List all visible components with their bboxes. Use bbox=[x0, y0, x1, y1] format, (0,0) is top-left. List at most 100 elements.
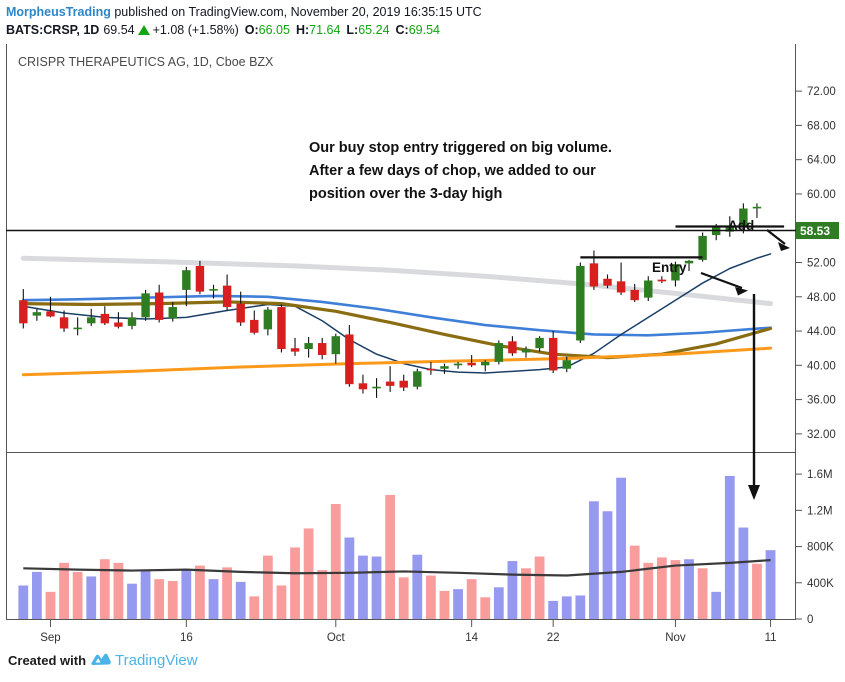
volume-bar[interactable] bbox=[629, 545, 640, 619]
volume-bar[interactable] bbox=[86, 576, 97, 619]
candle-body[interactable] bbox=[168, 307, 177, 319]
candle-body[interactable] bbox=[494, 343, 504, 362]
candle-body[interactable] bbox=[453, 363, 463, 366]
volume-bar[interactable] bbox=[31, 571, 42, 619]
tradingview-chart[interactable]: CRISPR THERAPEUTICS AG, 1D, Cboe BZX 72.… bbox=[6, 44, 839, 648]
candle-body[interactable] bbox=[87, 317, 96, 324]
candle-body[interactable] bbox=[603, 278, 612, 286]
candle-body[interactable] bbox=[263, 309, 273, 330]
candle-body[interactable] bbox=[725, 225, 734, 232]
volume-bar[interactable] bbox=[724, 475, 735, 619]
candle-body[interactable] bbox=[426, 368, 436, 371]
volume-bar[interactable] bbox=[317, 570, 328, 619]
volume-series[interactable] bbox=[18, 475, 776, 620]
volume-bar[interactable] bbox=[425, 575, 436, 619]
tradingview-brand[interactable]: TradingView bbox=[115, 652, 198, 669]
candle-body[interactable] bbox=[671, 264, 680, 281]
candle-body[interactable] bbox=[576, 265, 585, 341]
volume-bar[interactable] bbox=[561, 596, 572, 619]
volume-bar[interactable] bbox=[670, 560, 681, 619]
candle-body[interactable] bbox=[277, 307, 286, 350]
volume-bar[interactable] bbox=[521, 568, 531, 619]
candle-body[interactable] bbox=[114, 322, 123, 327]
candle-body[interactable] bbox=[154, 292, 164, 320]
candle-body[interactable] bbox=[644, 280, 653, 298]
candle-body[interactable] bbox=[317, 343, 327, 356]
candle-body[interactable] bbox=[345, 334, 354, 385]
volume-bar[interactable] bbox=[181, 570, 192, 619]
volume-bar[interactable] bbox=[548, 600, 559, 619]
volume-bar[interactable] bbox=[493, 587, 504, 619]
candle-body[interactable] bbox=[413, 371, 422, 387]
candle-body[interactable] bbox=[630, 289, 639, 301]
volume-bar[interactable] bbox=[276, 585, 287, 619]
candle-body[interactable] bbox=[535, 337, 544, 349]
candle-body[interactable] bbox=[358, 383, 368, 390]
volume-bar[interactable] bbox=[344, 537, 355, 620]
volume-bar[interactable] bbox=[643, 562, 654, 619]
volume-bar[interactable] bbox=[371, 556, 382, 619]
candle-body[interactable] bbox=[752, 206, 762, 209]
candle-body[interactable] bbox=[616, 281, 626, 293]
publisher-name[interactable]: MorpheusTrading bbox=[6, 5, 111, 19]
volume-bar[interactable] bbox=[480, 597, 491, 619]
volume-bar[interactable] bbox=[507, 561, 518, 619]
volume-bar[interactable] bbox=[167, 580, 178, 619]
volume-bar[interactable] bbox=[697, 568, 708, 619]
candle-body[interactable] bbox=[46, 311, 55, 317]
volume-bar[interactable] bbox=[99, 559, 110, 619]
symbol-label[interactable]: BATS:CRSP, 1D bbox=[6, 23, 100, 37]
candle-body[interactable] bbox=[440, 366, 449, 369]
volume-bar[interactable] bbox=[534, 556, 545, 619]
volume-bar[interactable] bbox=[235, 581, 246, 619]
volume-bar[interactable] bbox=[575, 595, 586, 619]
candle-body[interactable] bbox=[385, 381, 395, 386]
volume-bar[interactable] bbox=[330, 503, 341, 619]
candle-body[interactable] bbox=[698, 235, 707, 260]
candle-body[interactable] bbox=[589, 263, 599, 287]
candle-body[interactable] bbox=[657, 279, 667, 282]
volume-bar[interactable] bbox=[616, 477, 626, 619]
candle-body[interactable] bbox=[372, 386, 381, 389]
candle-body[interactable] bbox=[290, 348, 300, 352]
candle-body[interactable] bbox=[399, 380, 408, 388]
volume-bar[interactable] bbox=[140, 571, 151, 619]
volume-bar[interactable] bbox=[262, 555, 273, 619]
candle-body[interactable] bbox=[73, 327, 82, 330]
candlestick-series[interactable] bbox=[19, 203, 762, 398]
candle-body[interactable] bbox=[141, 293, 150, 318]
candle-body[interactable] bbox=[195, 265, 205, 292]
volume-bar[interactable] bbox=[45, 591, 56, 619]
volume-bar[interactable] bbox=[385, 494, 396, 619]
candle-body[interactable] bbox=[250, 319, 259, 333]
chart-container[interactable]: CRISPR THERAPEUTICS AG, 1D, Cboe BZX 72.… bbox=[6, 44, 839, 648]
candle-body[interactable] bbox=[467, 362, 476, 366]
volume-bar[interactable] bbox=[249, 596, 260, 619]
volume-bar[interactable] bbox=[602, 511, 613, 619]
candle-body[interactable] bbox=[562, 360, 571, 369]
volume-bar[interactable] bbox=[113, 562, 124, 619]
volume-bar[interactable] bbox=[684, 559, 694, 619]
volume-bar[interactable] bbox=[208, 579, 219, 619]
candle-body[interactable] bbox=[739, 208, 748, 227]
candle-body[interactable] bbox=[59, 317, 69, 329]
volume-bar[interactable] bbox=[358, 555, 368, 619]
candle-body[interactable] bbox=[548, 337, 558, 371]
volume-bar[interactable] bbox=[59, 562, 69, 619]
volume-bar[interactable] bbox=[439, 590, 450, 619]
volume-bar[interactable] bbox=[398, 577, 409, 619]
volume-bar[interactable] bbox=[222, 567, 232, 619]
candle-body[interactable] bbox=[222, 285, 232, 308]
volume-bar[interactable] bbox=[453, 589, 463, 619]
volume-bar[interactable] bbox=[154, 579, 165, 619]
volume-bar[interactable] bbox=[72, 571, 83, 619]
candle-body[interactable] bbox=[331, 336, 340, 355]
candle-body[interactable] bbox=[127, 317, 137, 326]
candle-body[interactable] bbox=[481, 361, 490, 366]
candle-body[interactable] bbox=[182, 270, 191, 290]
volume-bar[interactable] bbox=[738, 527, 749, 619]
volume-bar[interactable] bbox=[765, 550, 776, 619]
volume-bar[interactable] bbox=[195, 565, 205, 619]
volume-bar[interactable] bbox=[466, 579, 477, 619]
candle-body[interactable] bbox=[19, 300, 28, 324]
